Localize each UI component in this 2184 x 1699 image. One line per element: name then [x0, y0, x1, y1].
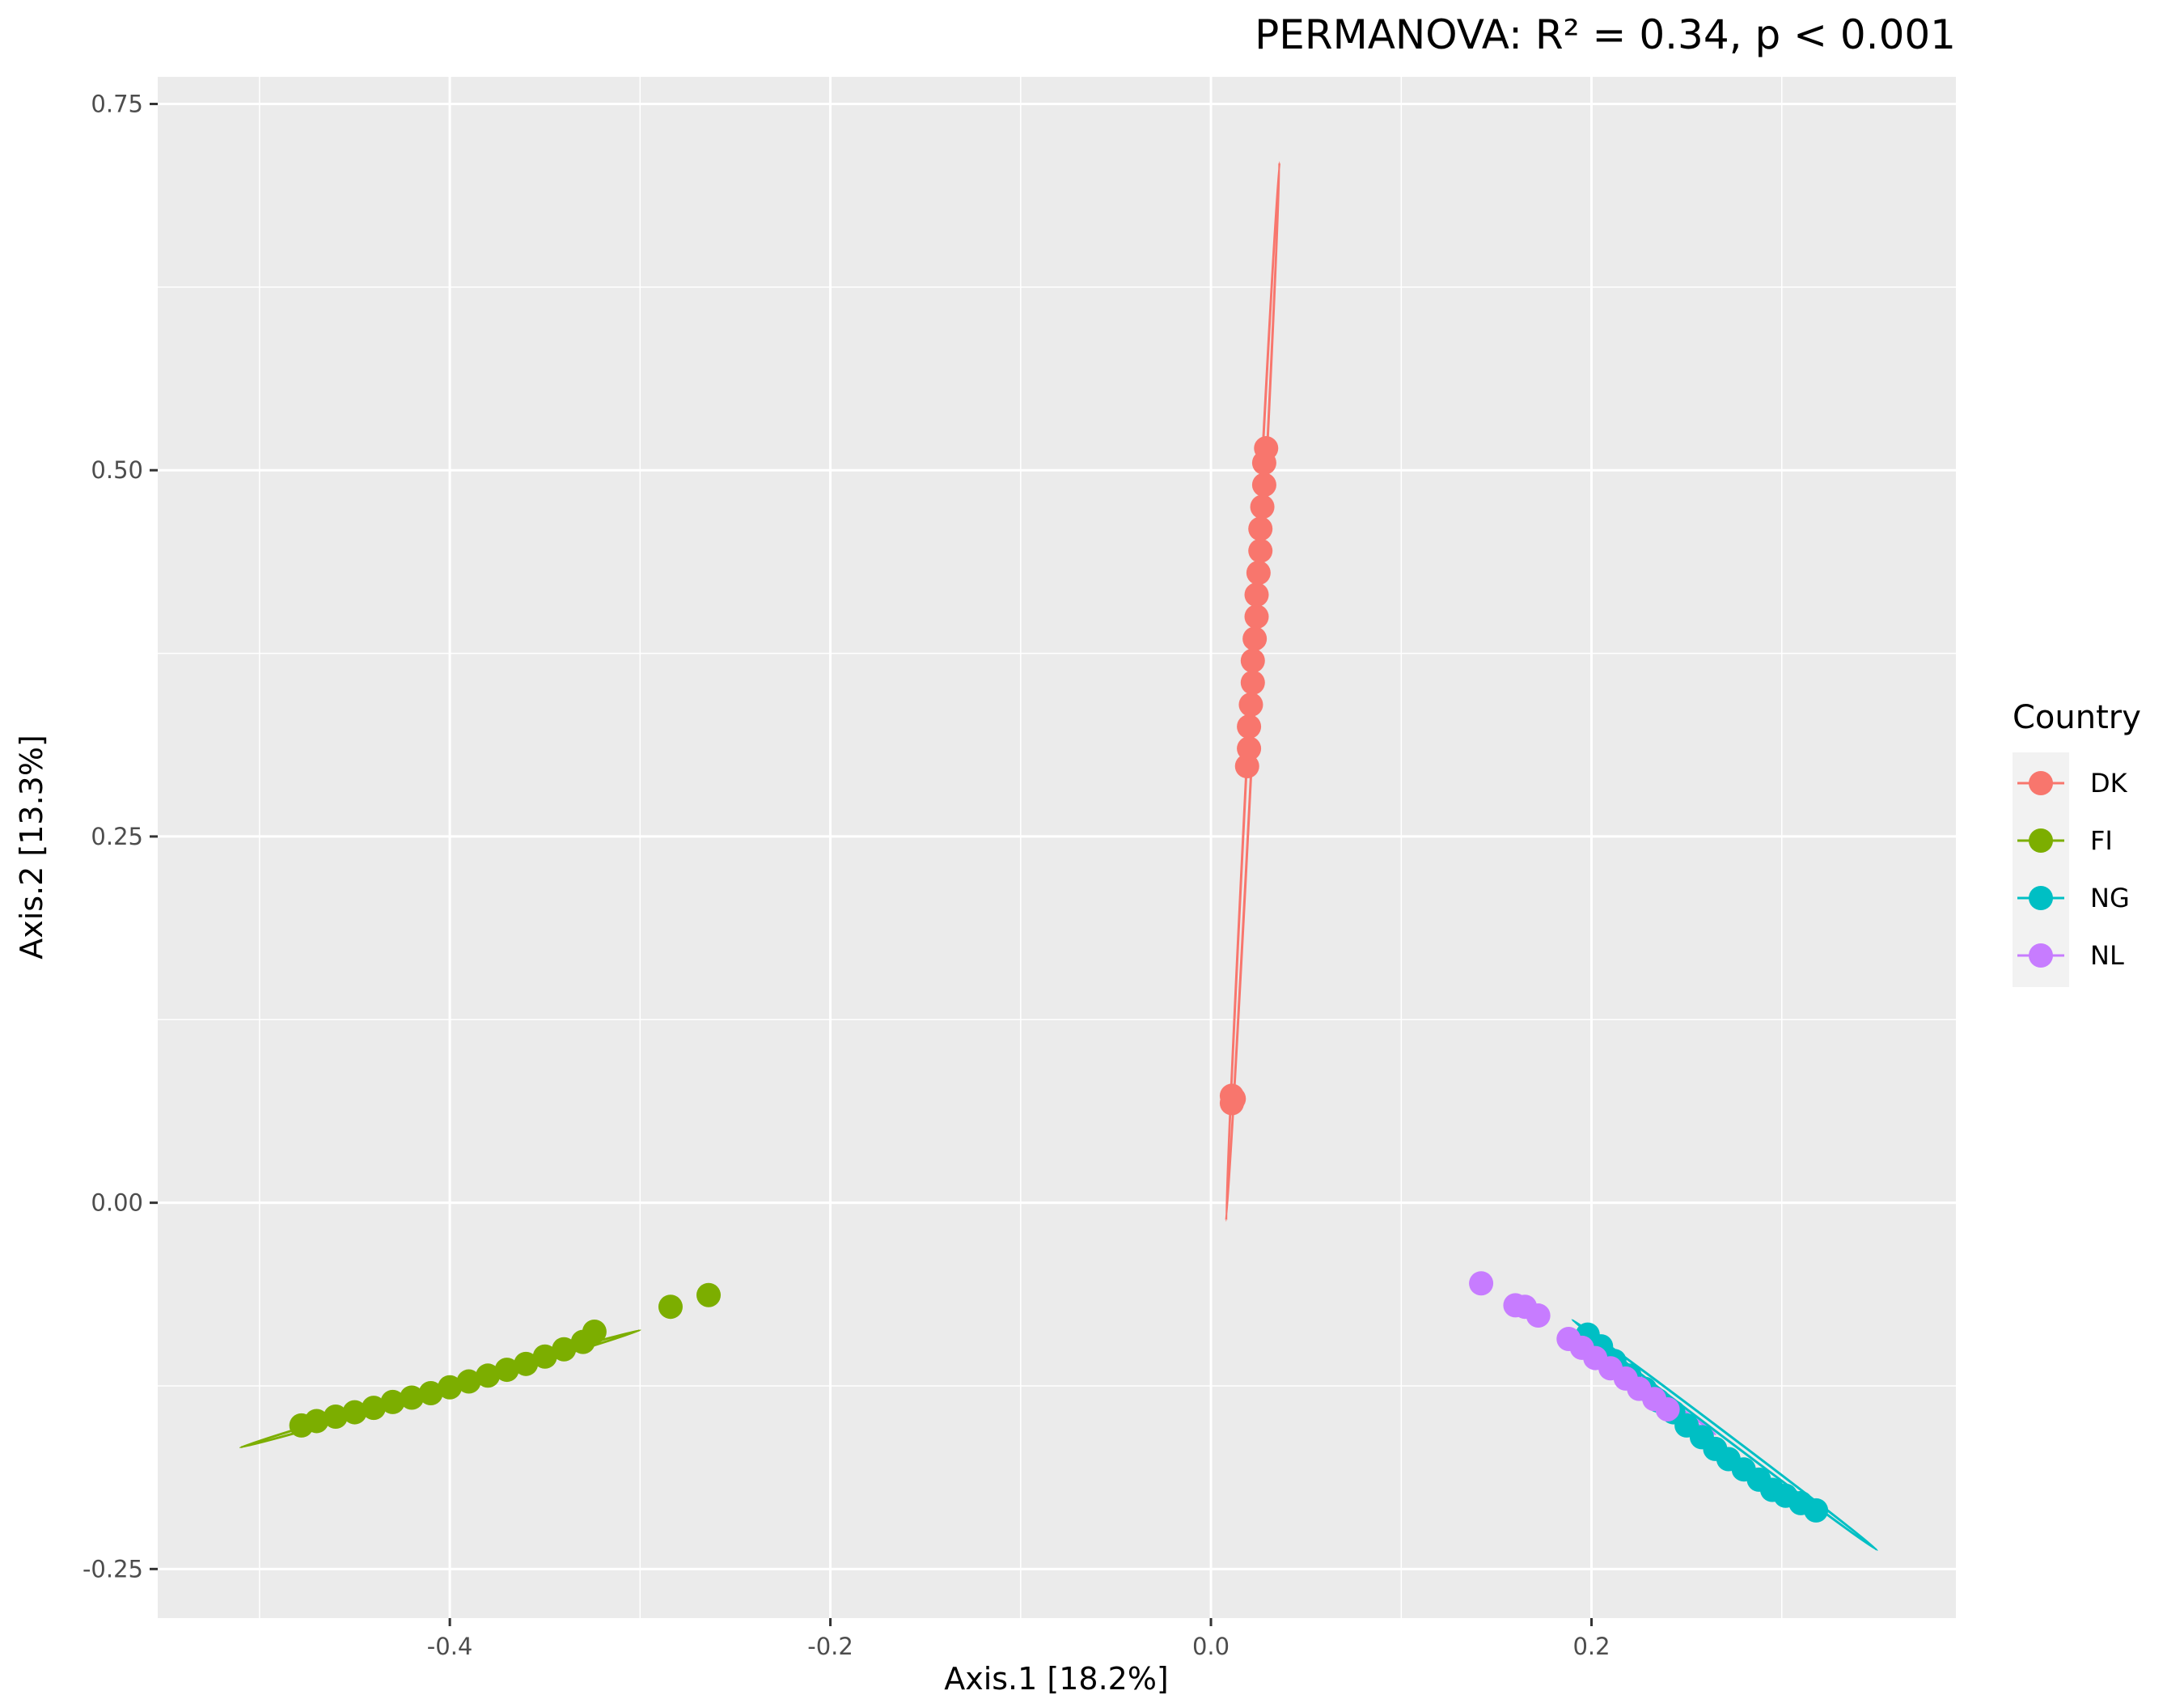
ellipse-ng — [1571, 1318, 1878, 1552]
points-layer — [289, 436, 1829, 1523]
point-fi — [514, 1351, 539, 1376]
point-dk — [1240, 670, 1265, 695]
point-fi — [400, 1385, 425, 1410]
point-ng — [1804, 1498, 1829, 1523]
plot-panel — [158, 77, 1956, 1618]
point-dk — [1238, 692, 1263, 717]
point-fi — [494, 1358, 519, 1383]
point-fi — [552, 1337, 577, 1362]
point-fi — [658, 1294, 683, 1320]
point-fi — [582, 1319, 607, 1344]
y-tick-label: 0.50 — [91, 456, 143, 484]
point-nl — [1469, 1271, 1494, 1296]
gridlines — [158, 77, 1956, 1618]
point-nl — [1655, 1396, 1680, 1421]
x-tick-label: -0.4 — [427, 1633, 473, 1660]
point-dk — [1248, 538, 1273, 563]
point-dk — [1251, 472, 1276, 498]
point-dk — [1240, 648, 1265, 673]
x-axis-title: Axis.1 [18.2%] — [944, 1661, 1169, 1697]
y-tick-label: 0.00 — [91, 1189, 143, 1217]
point-fi — [361, 1396, 386, 1421]
x-tick-label: 0.2 — [1572, 1633, 1610, 1660]
y-axis-title: Axis.2 [13.3%] — [14, 735, 49, 960]
legend-title: Country — [2013, 699, 2141, 736]
point-dk — [1246, 560, 1271, 585]
point-dk — [1248, 516, 1273, 541]
point-dk — [1254, 436, 1279, 461]
legend-label-fi: FI — [2090, 825, 2113, 856]
point-dk — [1237, 736, 1262, 761]
point-dk — [1221, 1087, 1246, 1112]
point-dk — [1244, 604, 1269, 629]
legend-key-point-nl — [2029, 943, 2053, 968]
point-nl — [1526, 1303, 1551, 1328]
axes: -0.4 -0.2 0.0 0.2 -0.25 0.00 0.25 0.50 0.75 — [83, 91, 1610, 1660]
point-fi — [342, 1400, 367, 1425]
point-fi — [476, 1363, 501, 1388]
plot-title: PERMANOVA: R² = 0.34, p < 0.001 — [1255, 11, 1956, 58]
legend-label-ng: NG — [2090, 883, 2130, 913]
point-fi — [456, 1369, 481, 1394]
y-tick-label: -0.25 — [83, 1555, 143, 1582]
legend-label-nl: NL — [2090, 940, 2124, 971]
legend: Country DK FI NG NL — [2013, 699, 2141, 987]
point-dk — [1242, 626, 1268, 651]
point-fi — [323, 1405, 348, 1430]
x-tick-label: 0.0 — [1192, 1633, 1230, 1660]
legend-label-dk: DK — [2090, 768, 2128, 799]
legend-key-point-ng — [2029, 886, 2053, 910]
point-fi — [696, 1282, 722, 1307]
point-fi — [380, 1389, 405, 1414]
x-tick-label: -0.2 — [807, 1633, 853, 1660]
point-dk — [1250, 494, 1275, 519]
y-tick-label: 0.25 — [91, 823, 143, 850]
legend-key-point-dk — [2029, 771, 2053, 795]
y-tick-label: 0.75 — [91, 91, 143, 118]
point-fi — [532, 1344, 557, 1369]
point-fi — [304, 1409, 329, 1434]
point-dk — [1237, 714, 1262, 739]
point-fi — [418, 1381, 443, 1406]
legend-key-point-fi — [2029, 828, 2053, 853]
point-fi — [438, 1375, 463, 1400]
point-dk — [1244, 583, 1269, 608]
point-dk — [1234, 753, 1259, 778]
